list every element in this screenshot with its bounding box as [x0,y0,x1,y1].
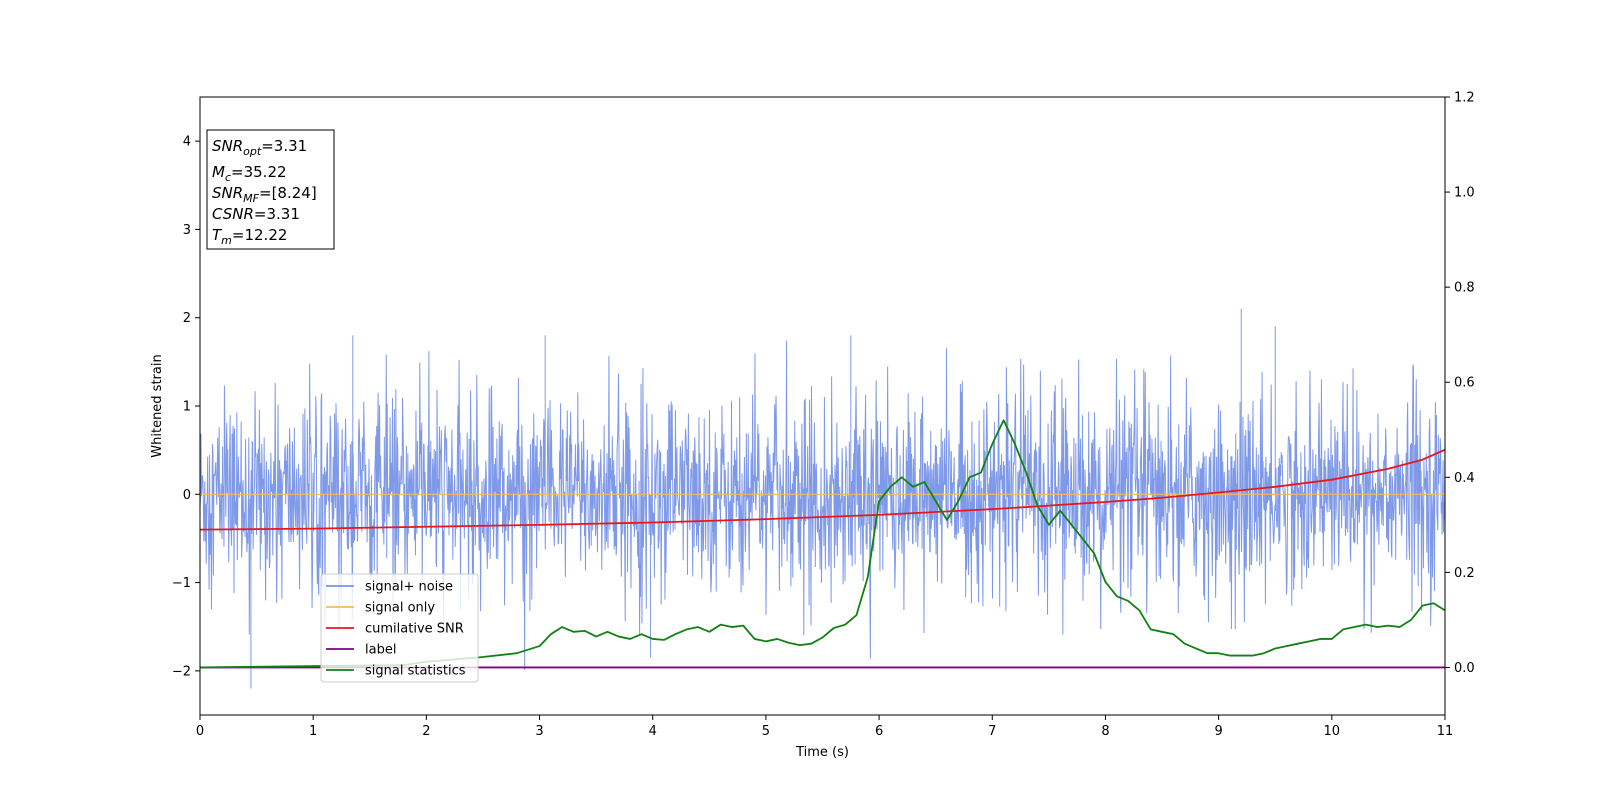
y-right-tick-label: 0.4 [1454,471,1475,486]
y-right-tick-label: 1.2 [1454,91,1475,106]
y-right-tick-label: 0.0 [1454,661,1475,676]
legend-label-signal-only: signal only [365,601,435,616]
x-tick-label: 1 [309,724,317,739]
legend: signal+ noise signal only cumilative SNR la… [320,573,479,683]
y-left-tick-label: 3 [183,223,191,238]
y-left-tick-label: −2 [172,664,191,679]
x-tick-label: 4 [649,724,657,739]
x-tick-label: 11 [1437,724,1454,739]
y-axis-label: Whitened strain [150,354,165,457]
annotation-csnr: CSNR=3.31 [212,205,300,223]
y-left-tick-label: 4 [183,135,191,150]
series-signal-noise [199,308,1446,689]
x-tick-label: 9 [1214,724,1222,739]
x-tick-label: 5 [762,724,770,739]
annotation-mc: Mc=35.22 [212,163,287,184]
legend-label-cumilative-snr: cumilative SNR [365,622,464,637]
annotation-box: SNRopt=3.31 Mc=35.22 SNRMF=[8.24] CSNR=3… [206,129,335,250]
y-right-tick-label: 0.6 [1454,376,1475,391]
series-line-cumilative-snr [199,448,1446,531]
x-axis-label: Time (s) [795,745,849,760]
x-tick-label: 2 [422,724,430,739]
annotation-snr-mf: SNRMF=[8.24] [212,184,317,205]
annotation-snr-opt: SNRopt=3.31 [212,137,307,158]
y-left-tick-label: 1 [183,400,191,415]
legend-label-label: label [365,643,396,658]
x-tick-label: 6 [875,724,883,739]
legend-frame [320,573,479,683]
x-tick-label: 0 [196,724,204,739]
y-left-tick-label: 2 [183,311,191,326]
series-line-signal-noise [199,308,1446,689]
y-left-tick-label: −1 [172,576,191,591]
x-tick-label: 7 [988,724,996,739]
legend-label-signal-noise: signal+ noise [365,580,453,595]
x-tick-label: 10 [1324,724,1341,739]
y-right-tick-label: 1.0 [1454,186,1475,201]
annotation-tm: Tm=12.22 [212,226,287,247]
x-tick-label: 8 [1101,724,1109,739]
y-right-tick-label: 0.8 [1454,281,1475,296]
x-tick-label: 3 [535,724,543,739]
y-left-tick-label: 0 [183,488,191,503]
annotation-frame [206,129,335,250]
series-line-signal-statistics [199,419,1446,669]
y-right-tick-label: 0.2 [1454,566,1475,581]
legend-label-signal-statistics: signal statistics [365,664,466,679]
